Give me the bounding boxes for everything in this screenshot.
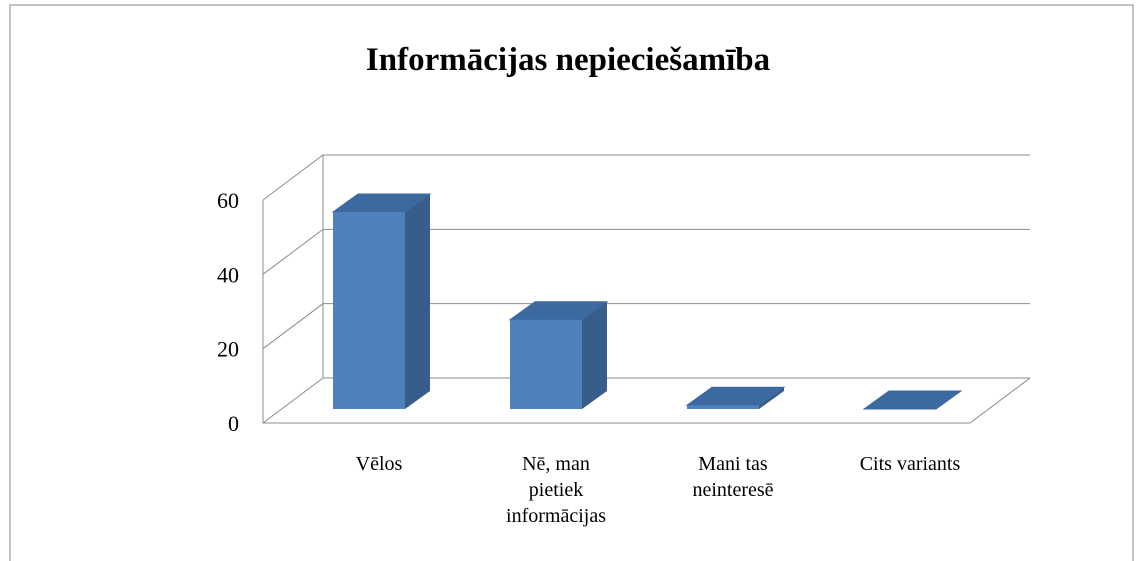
y-tick-label: 20 [217,337,239,362]
chart-border [9,4,1134,561]
bar-top [862,390,963,410]
bar [333,212,405,409]
x-tick-label: Mani tas neinteresē [692,453,774,501]
bar [687,405,759,409]
grid-line [262,154,1030,201]
chart-title: Informācijas nepieciešamība [366,42,770,78]
bar-side [582,301,607,409]
bar [510,319,582,409]
x-tick-label: Nē, man pietiek informācijas [506,453,606,527]
x-tick-label: Vēlos [355,453,403,475]
grid-line [262,303,1030,350]
grid-line [262,228,1030,275]
floor [263,377,1031,424]
grid-line [262,377,1030,424]
x-tick-label: Cits variants [859,453,961,475]
y-tick-label: 40 [217,262,239,287]
y-tick-label: 60 [217,188,239,213]
y-tick-label: 0 [228,411,239,436]
bar-side [759,387,784,409]
bar-side [405,194,430,409]
bar-top [685,386,786,406]
